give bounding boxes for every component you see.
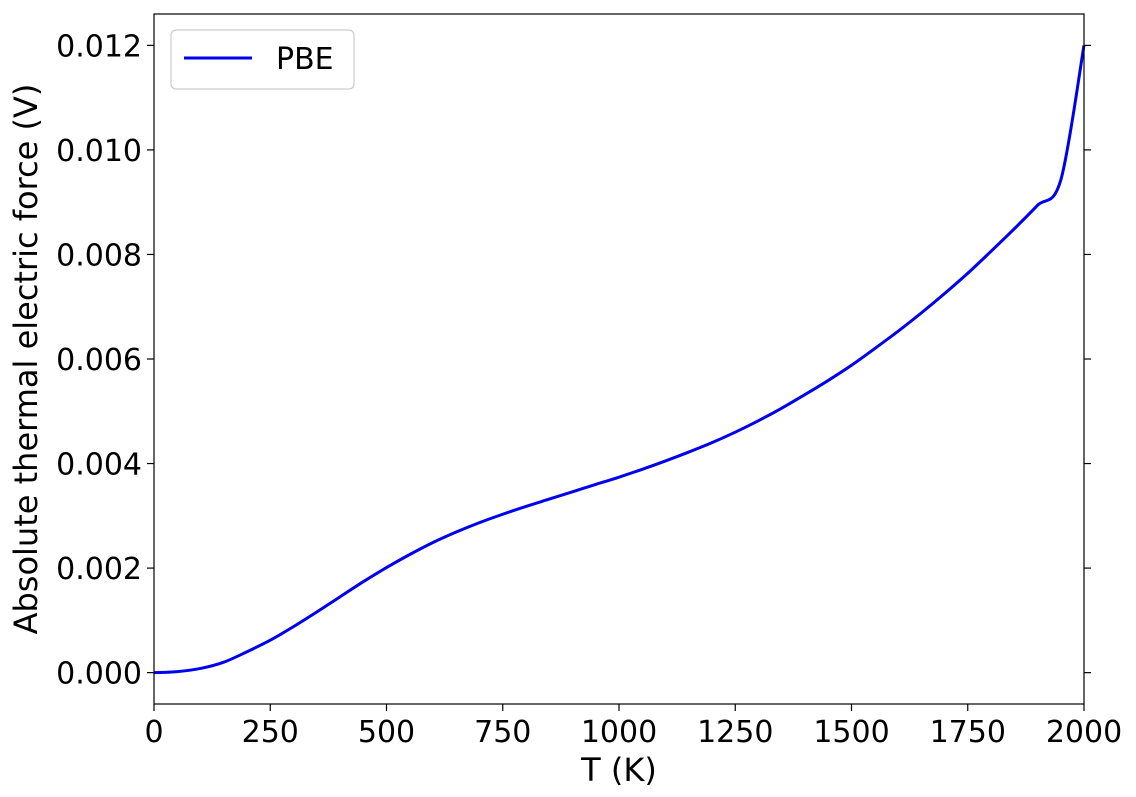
x-tick-label: 2000 <box>1046 715 1122 750</box>
y-tick-label: 0.000 <box>56 657 142 692</box>
x-tick-label: 500 <box>358 715 415 750</box>
legend-box <box>170 29 355 90</box>
y-axis-ticks: 0.000 0.002 0.004 0.006 0.008 0.010 0.012 <box>56 29 1091 692</box>
y-tick-label: 0.004 <box>56 448 142 483</box>
series-line-pbe <box>153 45 1086 675</box>
y-tick-label: 0.010 <box>56 134 142 169</box>
legend: PBE <box>170 29 355 90</box>
x-axis-label: T (K) <box>580 751 657 789</box>
plot-background <box>154 14 1084 704</box>
x-tick-label: 0 <box>144 715 163 750</box>
x-tick-label: 1750 <box>930 715 1006 750</box>
series-layer <box>153 45 1086 675</box>
legend-label-pbe: PBE <box>276 42 334 77</box>
x-tick-label: 1500 <box>813 715 889 750</box>
y-tick-label: 0.012 <box>56 29 142 64</box>
x-tick-label: 750 <box>474 715 531 750</box>
plot-frame <box>153 13 1085 705</box>
x-axis-ticks: 0 250 500 750 1000 1250 1500 1750 2000 <box>144 704 1122 750</box>
y-axis-label: Absolute thermal electric force (V) <box>7 84 45 635</box>
x-tick-label: 1250 <box>697 715 773 750</box>
y-tick-label: 0.002 <box>56 552 142 587</box>
y-tick-label: 0.008 <box>56 238 142 273</box>
x-tick-label: 250 <box>242 715 299 750</box>
x-tick-label: 1000 <box>581 715 657 750</box>
y-tick-label: 0.006 <box>56 343 142 378</box>
